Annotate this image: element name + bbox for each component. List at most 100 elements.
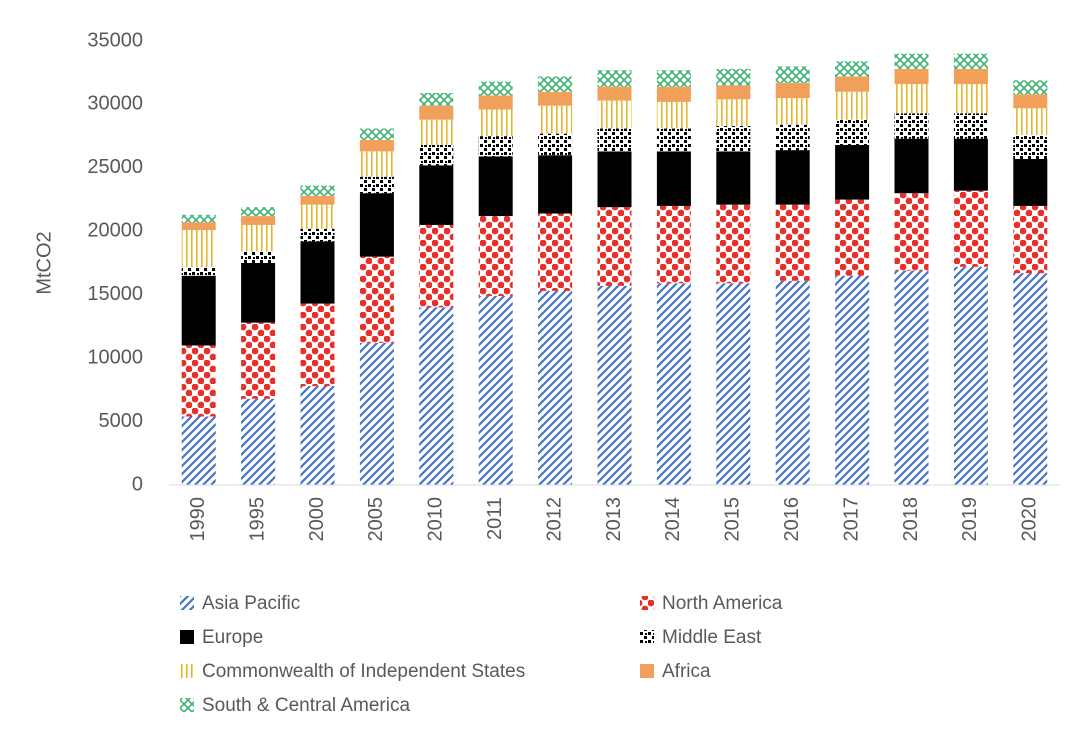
bar-segment xyxy=(953,84,988,114)
bar-segment xyxy=(300,204,335,229)
bar-segment xyxy=(597,207,632,286)
bar-segment xyxy=(716,125,751,152)
bar-segment xyxy=(953,68,988,85)
bar-segment xyxy=(1013,134,1048,159)
bar-segment xyxy=(597,128,632,152)
bar-segment xyxy=(181,416,216,485)
legend-swatch xyxy=(640,630,654,644)
bar-segment xyxy=(1013,80,1048,95)
bar-segment xyxy=(597,70,632,87)
x-tick-label: 2020 xyxy=(1019,497,1041,542)
x-tick-label: 2019 xyxy=(959,497,981,542)
bar-segment xyxy=(359,151,394,177)
bar-segment xyxy=(241,216,276,225)
bar-segment xyxy=(775,66,810,83)
bar-segment xyxy=(597,285,632,485)
bar-segment xyxy=(597,100,632,129)
bar-segment xyxy=(953,266,988,485)
legend-swatch xyxy=(180,596,194,610)
bar-segment xyxy=(953,190,988,267)
bar-segment xyxy=(478,81,513,96)
x-tick-label: 2013 xyxy=(603,497,625,542)
x-tick-label: 2005 xyxy=(365,497,387,542)
bar-segment xyxy=(656,86,691,102)
bar-segment xyxy=(478,136,513,157)
bar-segment xyxy=(359,193,394,257)
bar-segment xyxy=(241,398,276,485)
bar-segment xyxy=(656,283,691,485)
bar-segment xyxy=(953,113,988,139)
legend-label: Middle East xyxy=(662,627,762,648)
y-tick-label: 15000 xyxy=(87,283,143,305)
bar-segment xyxy=(775,82,810,99)
bar-segment xyxy=(716,283,751,485)
bar-segment xyxy=(359,128,394,140)
bar-segment xyxy=(419,105,454,120)
bar-segment xyxy=(1013,94,1048,109)
bar-segment xyxy=(241,207,276,217)
bar-segment xyxy=(1013,108,1048,135)
bar-segment xyxy=(300,185,335,196)
bar-segment xyxy=(181,222,216,231)
x-tick-label: 2000 xyxy=(306,497,328,542)
x-tick-label: 2014 xyxy=(662,497,684,542)
x-tick-label: 2011 xyxy=(484,497,506,540)
bar-segment xyxy=(538,76,573,92)
legend-label: Asia Pacific xyxy=(202,593,300,614)
bar-segment xyxy=(300,303,335,387)
bar-segment xyxy=(359,342,394,485)
x-tick-label: 1995 xyxy=(246,497,268,542)
bar-segment xyxy=(241,251,276,263)
bar-segment xyxy=(716,68,751,86)
y-axis-label: MtCO2 xyxy=(33,231,55,294)
bar-segment xyxy=(656,205,691,284)
legend-label: Africa xyxy=(662,661,711,682)
bar-segment xyxy=(241,322,276,399)
legend-swatch xyxy=(640,664,654,678)
bar-segment xyxy=(716,151,751,205)
bar-segment xyxy=(656,128,691,152)
bar-segment xyxy=(775,124,810,151)
legend-swatch xyxy=(180,630,194,644)
y-tick-label: 5000 xyxy=(99,410,144,432)
bar-segment xyxy=(478,109,513,137)
x-tick-label: 2018 xyxy=(900,497,922,542)
bar-segment xyxy=(181,230,216,267)
x-tick-label: 2017 xyxy=(840,497,862,542)
bar-segment xyxy=(538,213,573,291)
bar-segment xyxy=(894,270,929,485)
bar-segment xyxy=(597,151,632,208)
bar-segment xyxy=(894,193,929,271)
bar-segment xyxy=(953,53,988,69)
bar-segment xyxy=(300,228,335,242)
legend-label: Commonwealth of Independent States xyxy=(202,661,525,682)
bar-segment xyxy=(835,119,870,146)
bar-segment xyxy=(419,224,454,308)
bar-segment xyxy=(359,139,394,152)
legend-swatch xyxy=(180,664,194,678)
bar-segment xyxy=(300,241,335,304)
bar-segment xyxy=(419,93,454,106)
bar-segment xyxy=(835,61,870,77)
legend-label: North America xyxy=(662,593,783,614)
bar-segment xyxy=(716,99,751,126)
y-tick-label: 35000 xyxy=(87,29,143,51)
y-tick-label: 30000 xyxy=(87,93,143,115)
bar-segment xyxy=(181,275,216,346)
bar-segment xyxy=(775,150,810,205)
bar-segment xyxy=(597,86,632,101)
y-tick-label: 10000 xyxy=(87,346,143,368)
bar-segment xyxy=(359,176,394,194)
bar-segment xyxy=(538,91,573,106)
bar-segment xyxy=(181,214,216,223)
bar-segment xyxy=(656,101,691,129)
x-tick-label: 2015 xyxy=(722,497,744,542)
bar-segment xyxy=(716,85,751,100)
bar-segment xyxy=(300,195,335,205)
bar-segment xyxy=(1013,273,1048,485)
x-tick-label: 2012 xyxy=(543,497,565,542)
bar-segment xyxy=(181,345,216,417)
bar-segment xyxy=(300,386,335,485)
bar-segment xyxy=(1013,158,1048,206)
